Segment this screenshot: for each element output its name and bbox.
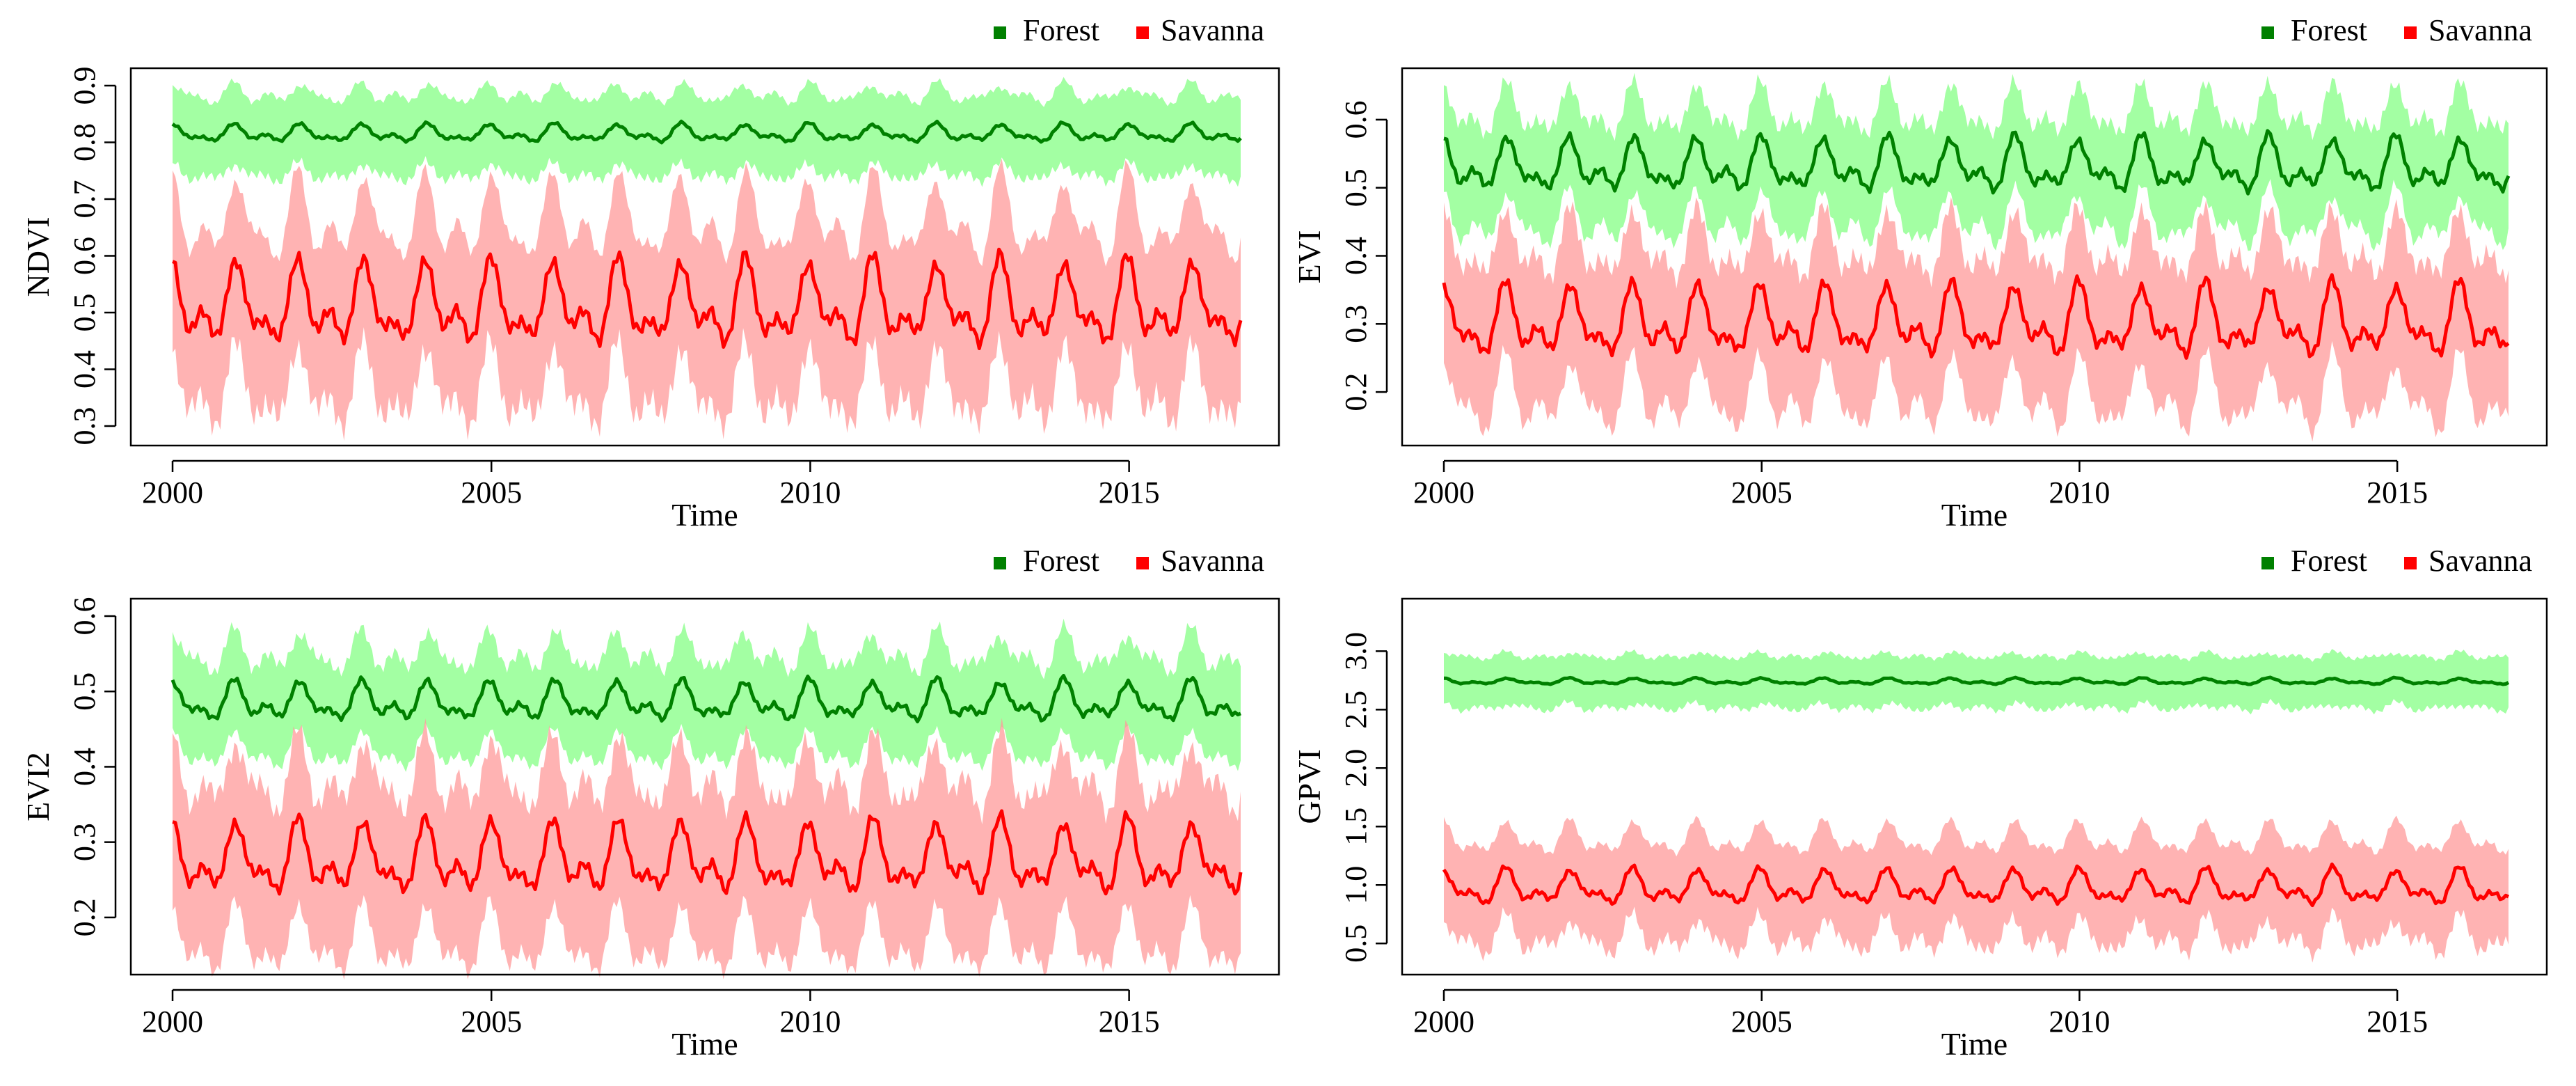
y-tick-label: 0.5 bbox=[67, 294, 102, 332]
legend-swatch-forest bbox=[994, 26, 1006, 39]
chart-panel-gpvi: 2000 2005 2010 2015 Time 0.5 1.0 1.5 2.0 2.5 3.0 GP… bbox=[1291, 544, 2548, 1062]
x-tick-label: 2005 bbox=[461, 1005, 522, 1039]
series-band-forest bbox=[1444, 72, 2509, 251]
legend: Forest Savanna bbox=[994, 13, 1264, 47]
y-tick-label: 0.6 bbox=[1339, 100, 1373, 139]
legend-swatch-savanna bbox=[1136, 557, 1149, 569]
x-axis-label: Time bbox=[671, 1026, 738, 1062]
legend-label-savanna: Savanna bbox=[2428, 13, 2532, 47]
x-tick-label: 2000 bbox=[142, 475, 203, 510]
legend-swatch-savanna bbox=[2404, 557, 2417, 569]
plot-frame bbox=[129, 597, 1280, 976]
chart-panel-evi: 2000 2005 2010 2015 Time 0.2 0.3 0.4 0.5 0.6 EVI Fo… bbox=[1291, 13, 2548, 533]
y-tick-label: 1.0 bbox=[1339, 866, 1373, 904]
x-tick-label: 2010 bbox=[2049, 475, 2110, 510]
y-axis-label: GPVI bbox=[1291, 749, 1327, 824]
x-tick-label: 2000 bbox=[1413, 475, 1474, 510]
plot-frame bbox=[1401, 67, 2548, 447]
y-tick-label: 2.5 bbox=[1339, 691, 1373, 729]
x-axis-label: Time bbox=[1941, 1026, 2007, 1062]
x-axis-label: Time bbox=[1941, 497, 2007, 533]
legend-label-savanna: Savanna bbox=[1161, 13, 1264, 47]
x-tick-label: 2000 bbox=[142, 1005, 203, 1039]
chart-panel-evi2: 2000 2005 2010 2015 Time 0.2 0.3 0.4 0.5 0.6 EVI2 F… bbox=[20, 544, 1280, 1062]
legend: Forest Savanna bbox=[2261, 544, 2532, 578]
y-tick-label: 0.4 bbox=[67, 350, 102, 388]
y-tick-label: 0.3 bbox=[1339, 305, 1373, 343]
legend-swatch-forest bbox=[994, 557, 1006, 569]
y-tick-label: 0.7 bbox=[67, 180, 102, 219]
series-band-savanna bbox=[1444, 197, 2509, 442]
y-tick-label: 0.5 bbox=[1339, 924, 1373, 963]
y-axis-label: EVI bbox=[1291, 230, 1327, 284]
series-line-savanna bbox=[1442, 273, 2510, 360]
y-tick-label: 1.5 bbox=[1339, 808, 1373, 846]
x-tick-label: 2015 bbox=[2367, 475, 2428, 510]
x-tick-label: 2015 bbox=[2367, 1005, 2428, 1039]
legend-label-savanna: Savanna bbox=[1161, 544, 1264, 578]
y-axis-label: EVI2 bbox=[20, 752, 56, 821]
y-tick-label: 0.9 bbox=[67, 67, 102, 105]
series-line-savanna bbox=[172, 247, 1243, 350]
y-tick-label: 0.8 bbox=[67, 123, 102, 162]
plot-frame bbox=[1401, 597, 2548, 976]
y-tick-label: 0.4 bbox=[1339, 237, 1373, 275]
legend-swatch-savanna bbox=[2404, 26, 2417, 39]
y-tick-label: 0.3 bbox=[67, 823, 102, 861]
legend-swatch-forest bbox=[2261, 26, 2274, 39]
series-band-forest bbox=[173, 77, 1241, 187]
legend-label-forest: Forest bbox=[1023, 13, 1099, 47]
legend: Forest Savanna bbox=[994, 544, 1264, 578]
x-tick-label: 2000 bbox=[1413, 1005, 1474, 1039]
series-line-forest bbox=[171, 119, 1242, 145]
legend-label-forest: Forest bbox=[2291, 544, 2367, 578]
series-band-savanna bbox=[1444, 815, 2509, 963]
x-axis-label: Time bbox=[671, 497, 738, 533]
y-tick-label: 0.2 bbox=[67, 898, 102, 936]
series-line-savanna bbox=[1442, 863, 2510, 908]
y-tick-label: 0.4 bbox=[67, 748, 102, 786]
y-tick-label: 0.2 bbox=[1339, 373, 1373, 411]
y-tick-label: 0.6 bbox=[67, 237, 102, 275]
x-tick-label: 2010 bbox=[2049, 1005, 2110, 1039]
series-band-savanna bbox=[173, 718, 1241, 980]
plot-frame bbox=[129, 67, 1280, 447]
legend-label-forest: Forest bbox=[2291, 13, 2367, 47]
y-tick-label: 0.6 bbox=[67, 597, 102, 636]
y-tick-label: 2.0 bbox=[1339, 749, 1373, 787]
legend-label-forest: Forest bbox=[1023, 544, 1099, 578]
x-tick-label: 2005 bbox=[461, 475, 522, 510]
legend: Forest Savanna bbox=[2261, 13, 2532, 47]
y-tick-label: 0.3 bbox=[67, 407, 102, 446]
series-line-forest bbox=[1443, 675, 2510, 686]
x-tick-label: 2010 bbox=[779, 1005, 841, 1039]
x-tick-label: 2005 bbox=[1731, 1005, 1792, 1039]
legend-swatch-savanna bbox=[1136, 26, 1149, 39]
y-tick-label: 3.0 bbox=[1339, 632, 1373, 670]
x-tick-label: 2010 bbox=[779, 475, 841, 510]
series-band-savanna bbox=[173, 158, 1241, 441]
x-tick-label: 2005 bbox=[1731, 475, 1792, 510]
x-tick-label: 2015 bbox=[1099, 1005, 1160, 1039]
series-line-savanna bbox=[172, 809, 1243, 896]
series-line-forest bbox=[1443, 129, 2511, 196]
x-tick-label: 2015 bbox=[1099, 475, 1160, 510]
chart-panel-ndvi: 2000 2005 2010 2015 Time 0.3 0.4 0.5 0.6 0.7 0.8 0.… bbox=[20, 13, 1280, 533]
legend-swatch-forest bbox=[2261, 557, 2274, 569]
y-tick-label: 0.5 bbox=[1339, 168, 1373, 207]
series-line-forest bbox=[170, 674, 1241, 724]
y-tick-label: 0.5 bbox=[67, 672, 102, 711]
series-band-forest bbox=[173, 618, 1241, 772]
y-axis-label: NDVI bbox=[20, 217, 56, 297]
legend-label-savanna: Savanna bbox=[2428, 544, 2532, 578]
